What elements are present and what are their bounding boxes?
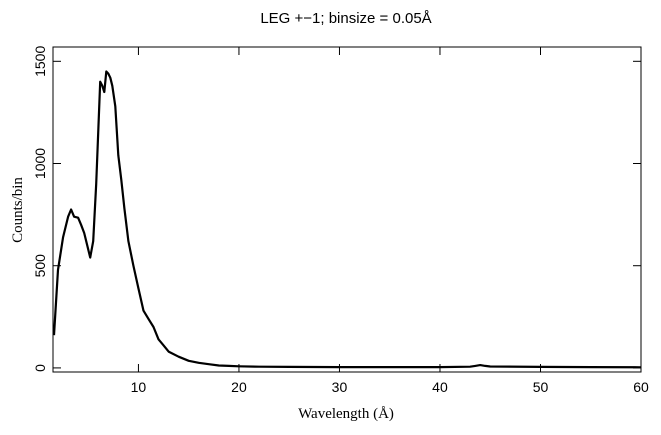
x-tick-label: 50 [533,379,549,395]
plot-frame [52,46,642,373]
y-tick-label: 0 [32,364,48,372]
x-tick-label: 30 [332,379,348,395]
y-axis-label: Counts/bin [10,177,26,243]
x-tick-label: 20 [231,379,247,395]
x-tick-label: 60 [633,379,649,395]
chart-title: LEG +−1; binsize = 0.05Å [260,10,431,27]
y-tick-label: 1500 [32,46,48,77]
y-axis-tick-labels: 0 500 1000 1500 [32,46,48,372]
x-axis-ticks [137,47,642,372]
y-tick-label: 1000 [32,148,48,179]
spectrum-line [52,70,642,369]
x-tick-label: 10 [131,379,147,395]
y-tick-label: 500 [32,254,48,278]
x-axis-tick-labels: 10 20 30 40 50 60 [131,379,649,395]
y-axis-ticks [53,60,641,369]
x-axis-label: Wavelength (Å) [298,406,394,422]
x-tick-label: 40 [432,379,448,395]
